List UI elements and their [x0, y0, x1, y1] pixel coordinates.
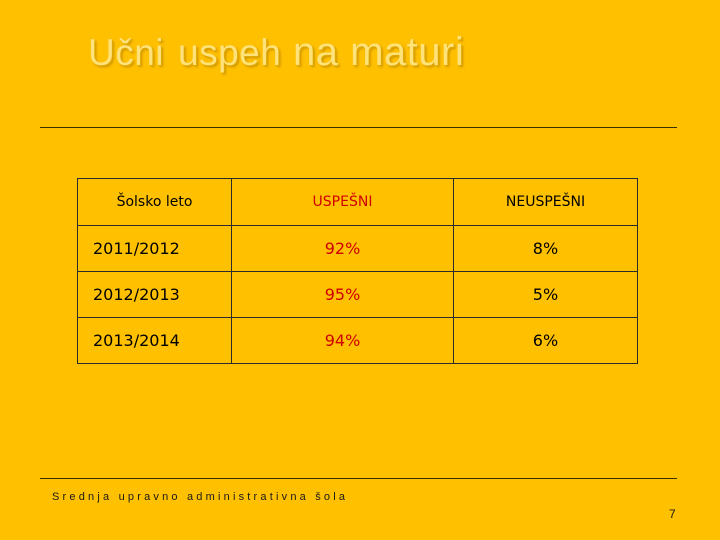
cell-passed: 95%	[231, 271, 454, 318]
title-word-3: na maturi	[292, 30, 465, 74]
cell-failed: 5%	[453, 271, 638, 318]
header-school-year: Šolsko leto	[77, 178, 232, 226]
header-passed: USPEŠNI	[231, 178, 454, 226]
bottom-divider	[40, 478, 677, 479]
cell-passed: 94%	[231, 317, 454, 364]
cell-failed: 6%	[453, 317, 638, 364]
results-table: Šolsko leto USPEŠNI NEUSPEŠNI 2011/2012 …	[77, 178, 638, 364]
cell-passed: 92%	[231, 225, 454, 272]
page-number: 7	[669, 507, 676, 521]
cell-year: 2013/2014	[77, 317, 232, 364]
footer-school-name: Srednja upravno administrativna šola	[52, 491, 349, 503]
cell-year: 2011/2012	[77, 225, 232, 272]
table-row: 2012/2013 95% 5%	[77, 271, 638, 318]
table-row: 2011/2012 92% 8%	[77, 225, 638, 272]
title-word-2: uspeh	[178, 32, 282, 73]
table-row: 2013/2014 94% 6%	[77, 317, 638, 364]
table-header-row: Šolsko leto USPEŠNI NEUSPEŠNI	[77, 178, 638, 226]
header-failed: NEUSPEŠNI	[453, 178, 638, 226]
cell-failed: 8%	[453, 225, 638, 272]
slide-title: Učni uspeh na maturi	[88, 30, 464, 75]
title-word-1: Učni	[88, 32, 165, 73]
top-divider	[40, 127, 677, 128]
cell-year: 2012/2013	[77, 271, 232, 318]
